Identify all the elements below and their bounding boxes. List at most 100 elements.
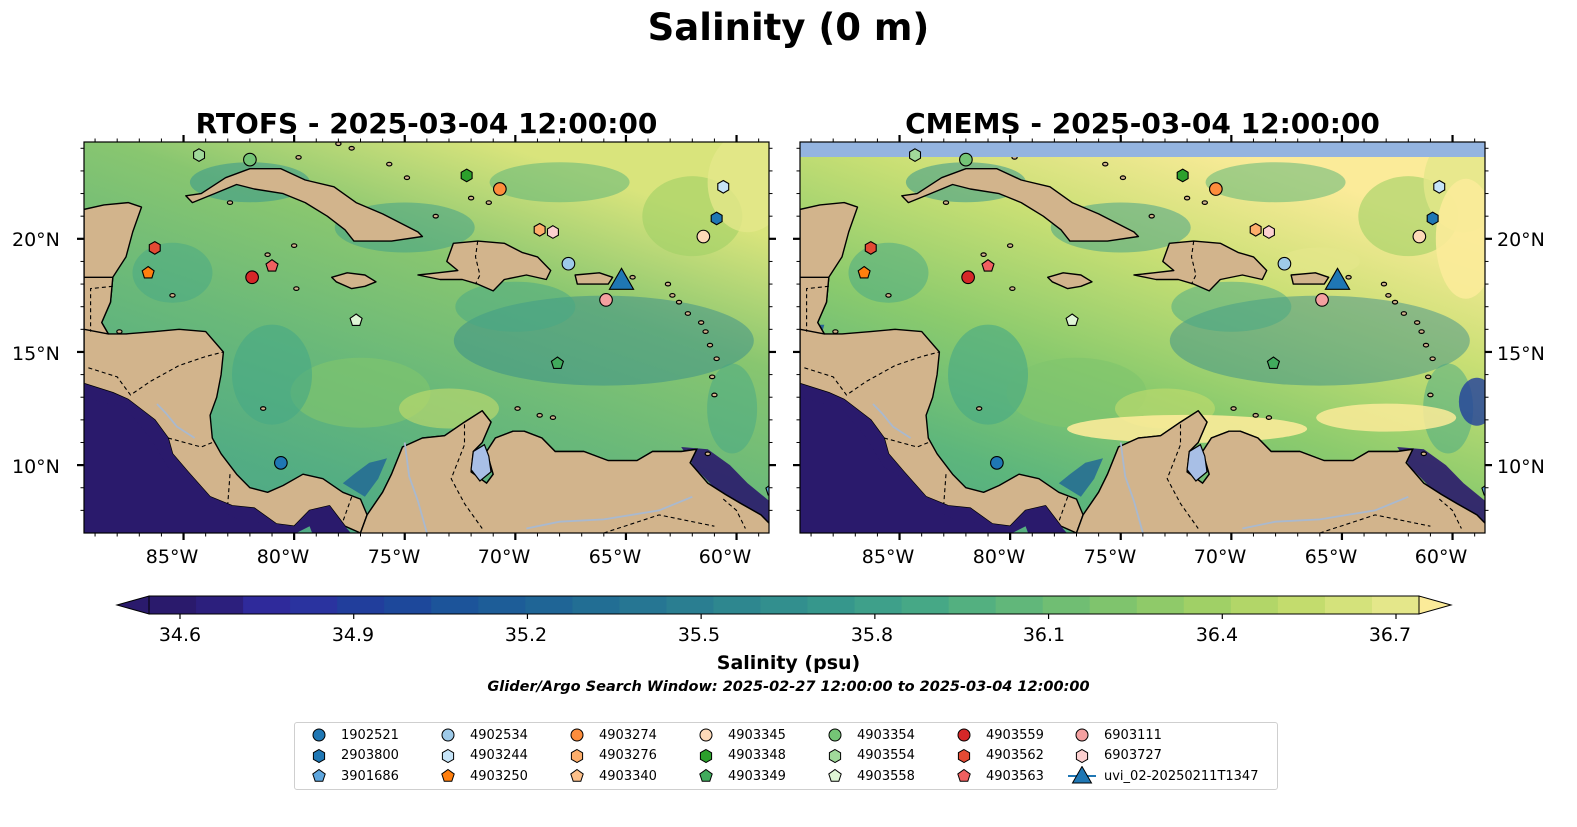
salinity-patch	[848, 242, 929, 303]
lon-label-85w-right: 85°W	[861, 546, 915, 568]
pentagon-marker-icon	[957, 768, 971, 782]
lon-label-70w: 70°W	[477, 546, 531, 568]
float-marker	[981, 259, 995, 272]
coastal-low-salinity	[1058, 458, 1103, 497]
lon-label-60w-right: 60°W	[1414, 546, 1468, 568]
float-marker	[1412, 229, 1427, 244]
island	[295, 154, 302, 160]
land-jamaica	[331, 272, 377, 290]
float-marker	[1426, 211, 1439, 226]
island	[980, 252, 987, 258]
land-cuba	[901, 168, 1140, 242]
country-border	[806, 285, 829, 332]
lat-label-15n-right: 15°N	[1497, 343, 1545, 365]
legend-label: 4903563	[986, 768, 1044, 784]
legend-item: 4903554	[821, 746, 915, 766]
float-marker	[710, 211, 723, 226]
salinity-patch	[1171, 281, 1292, 332]
float-marker	[148, 240, 161, 255]
island	[1183, 195, 1191, 201]
float-marker	[546, 225, 559, 239]
island	[1400, 311, 1408, 316]
float-marker	[533, 222, 546, 237]
island	[702, 329, 709, 334]
colorbar-tick-label: 36.1	[1022, 624, 1066, 646]
land-jamaica	[1047, 272, 1093, 290]
float-marker	[265, 259, 279, 272]
float-marker	[1266, 356, 1281, 369]
country-border	[1190, 241, 1197, 285]
hexagon-marker-icon	[1075, 748, 1089, 763]
float-marker	[493, 182, 507, 196]
lat-label-20n: 20°N	[12, 229, 60, 251]
float-marker	[961, 270, 975, 285]
no-data-strip	[800, 142, 1485, 157]
country-border	[722, 498, 746, 529]
float-marker	[696, 229, 711, 244]
colorbar-tick-label: 35.5	[677, 624, 721, 646]
island	[1148, 213, 1155, 219]
colorbar-tick-label: 34.6	[158, 624, 202, 646]
colorbar-segments	[149, 596, 1420, 614]
legend: 1902521 2903800 3901686 4902534 4903244 49032…	[294, 722, 1278, 790]
legend-item: 4903250	[434, 766, 528, 786]
float-marker	[1481, 485, 1485, 496]
lake-maracaibo	[470, 443, 492, 482]
island	[467, 195, 475, 201]
float-marker	[1065, 313, 1079, 326]
float-marker	[1249, 222, 1262, 237]
legend-label: 4903274	[599, 727, 657, 743]
salinity-patch	[948, 324, 1029, 425]
salinity-patch	[132, 242, 213, 303]
salinity-patch	[1435, 178, 1485, 299]
lon-label-75w: 75°W	[367, 546, 421, 568]
triangle-marker-icon	[1068, 766, 1096, 784]
salinity-patch	[290, 357, 431, 428]
island	[293, 286, 300, 291]
salinity-patch	[1316, 403, 1457, 432]
island	[684, 311, 692, 316]
pacific-coast-water	[800, 383, 1067, 533]
island	[1102, 161, 1109, 167]
island	[1427, 392, 1434, 398]
colorbar-frame	[148, 595, 1420, 615]
pentagon-marker-icon	[699, 768, 713, 782]
island	[514, 406, 521, 411]
legend-item: 4903340	[563, 766, 657, 786]
salinity-patch	[707, 363, 758, 454]
hexagon-marker-icon	[828, 748, 842, 763]
legend-item: 4903563	[950, 766, 1044, 786]
legend-item: uvi_02-20250211T1347	[1068, 766, 1258, 786]
country-border	[804, 351, 940, 396]
hexagon-marker-icon	[699, 748, 713, 763]
island	[942, 200, 950, 206]
float-marker	[460, 168, 473, 183]
island	[629, 274, 636, 280]
hexagon-marker-icon	[441, 748, 455, 763]
pentagon-marker-icon	[828, 768, 842, 782]
island	[1422, 342, 1430, 348]
float-marker	[1262, 225, 1275, 239]
river	[526, 495, 693, 530]
panel-title-rtofs: RTOFS - 2025-03-04 12:00:00	[195, 107, 658, 140]
coastal-low-salinity	[342, 458, 387, 497]
island	[1119, 175, 1127, 181]
salinity-patch	[1205, 162, 1346, 203]
island	[1429, 356, 1436, 362]
land-south-america-fill	[1075, 409, 1485, 533]
legend-item: 1902521	[305, 725, 399, 745]
colorbar	[115, 595, 1453, 619]
country-border	[883, 437, 929, 448]
hexagon-marker-icon	[312, 748, 326, 763]
legend-label: 4903345	[728, 727, 786, 743]
lon-label-65w-right: 65°W	[1304, 546, 1358, 568]
island	[1420, 451, 1427, 457]
country-border	[1438, 498, 1462, 529]
float-marker	[141, 265, 155, 279]
legend-label: 4903354	[857, 727, 915, 743]
float-marker	[1176, 168, 1189, 183]
legend-item: 4903558	[821, 766, 915, 786]
island	[169, 292, 176, 298]
country-border	[450, 424, 483, 529]
lon-label-85w: 85°W	[145, 546, 199, 568]
